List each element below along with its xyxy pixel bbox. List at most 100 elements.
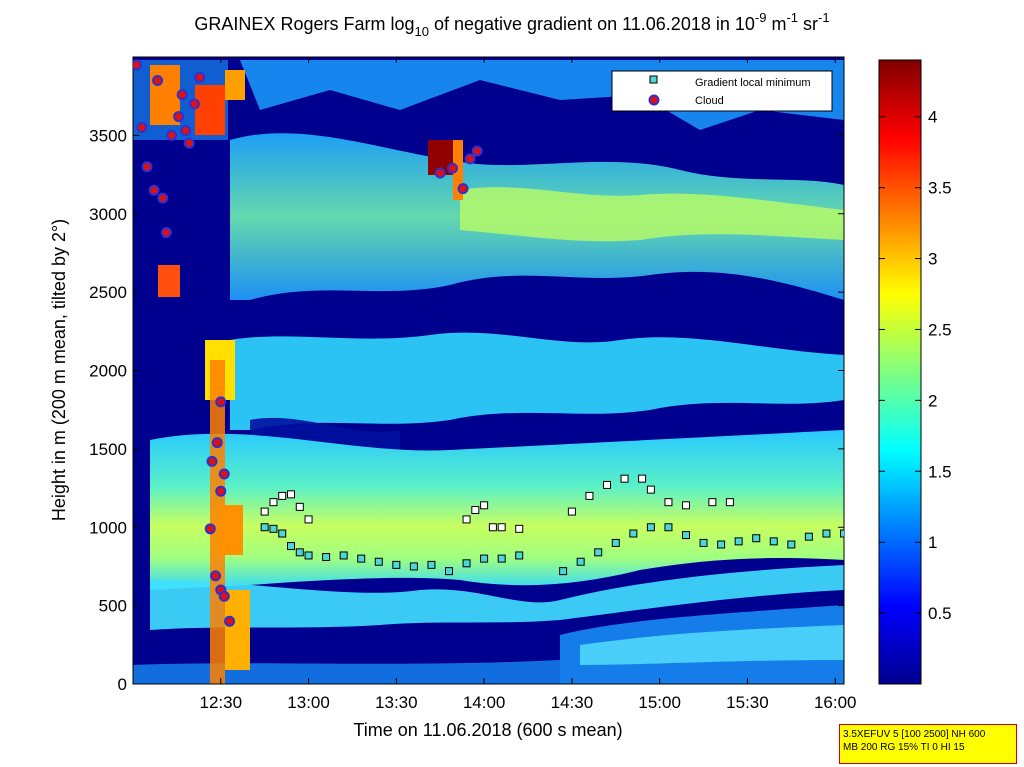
legend-box [611, 70, 833, 112]
gradient-min-lower-point [699, 538, 708, 547]
legend-circle-marker [648, 94, 660, 106]
cloud-point [183, 137, 195, 149]
info-box: 3.5XEFUV 5 [100 2500] NH 600 MB 200 RG 1… [839, 724, 1017, 764]
cloud-point [218, 468, 230, 480]
gradient-min-lower-point [462, 559, 471, 568]
cloud-point [447, 162, 459, 174]
cloud-point [210, 570, 222, 582]
gradient-min-lower-point [260, 523, 269, 532]
cloud-point [166, 129, 178, 141]
colorbar-tick-label: 0.5 [928, 604, 952, 623]
colorbar-gradient [878, 59, 922, 685]
gradient-min-lower-point [269, 524, 278, 533]
gradient-min-lower-point [392, 560, 401, 569]
heatmap-bottom-bright [580, 625, 844, 665]
cloud-point [434, 167, 446, 179]
gradient-min-upper-point [646, 485, 655, 494]
gradient-min-upper-point [567, 507, 576, 516]
y-axis-label: Height in m (200 m mean, tilted by 2°) [49, 219, 69, 521]
cloud-point [180, 125, 192, 137]
cloud-point [188, 98, 200, 110]
heatmap-hot-7 [225, 590, 250, 670]
gradient-min-lower-point [497, 554, 506, 563]
gradient-min-upper-point [278, 491, 287, 500]
heatmap-hot-6 [218, 505, 243, 555]
heatmap-mid-upper-layer [230, 332, 844, 430]
gradient-min-upper-point [480, 501, 489, 510]
gradient-min-upper-point [488, 523, 497, 532]
x-tick-label: 13:30 [375, 693, 418, 712]
gradient-min-lower-point [374, 557, 383, 566]
gradient-min-lower-point [822, 529, 831, 538]
legend-square-marker [649, 75, 658, 84]
gradient-min-lower-point [339, 551, 348, 560]
gradient-min-lower-point [427, 560, 436, 569]
gradient-min-lower-point [304, 551, 313, 560]
cloud-point [194, 71, 206, 83]
cloud-point [157, 192, 169, 204]
cloud-point [206, 455, 218, 467]
colorbar-ticks: 0.5 1 1.5 2 2.5 3 3.5 4 [879, 108, 952, 623]
colorbar-tick-label: 2 [928, 391, 937, 410]
x-tick-label: 12:30 [200, 693, 243, 712]
gradient-min-upper-point [304, 515, 313, 524]
gradient-min-lower-point [787, 540, 796, 549]
heatmap-main-band [150, 430, 844, 590]
x-tick-label: 15:00 [638, 693, 681, 712]
info-line-1: 3.5XEFUV 5 [100 2500] NH 600 [843, 729, 986, 740]
legend-label-cloud: Cloud [695, 95, 724, 107]
gradient-min-upper-point [682, 501, 690, 510]
y-ticks: 0 500 1000 1500 2000 2500 3000 3500 [89, 126, 844, 694]
gradient-min-upper-point [603, 480, 611, 489]
gradient-min-upper-point [497, 523, 506, 532]
gradient-min-lower-point [611, 538, 620, 547]
y-tick-label: 0 [118, 675, 127, 694]
legend: Gradient local minimum Cloud [611, 70, 833, 112]
cloud-point [160, 227, 172, 239]
gradient-min-lower-point [576, 557, 585, 566]
gradient-min-lower-point [629, 529, 638, 538]
gradient-min-lower-point [646, 523, 655, 532]
cloud-point [211, 437, 223, 449]
info-line-2: MB 200 RG 15% TI 0 HI 15 [843, 742, 965, 753]
gradient-min-upper-point [585, 491, 594, 500]
colorbar: 0.5 1 1.5 2 2.5 3 3.5 4 [878, 59, 952, 685]
gradient-min-upper-point [287, 490, 295, 499]
gradient-min-lower-point [664, 523, 673, 532]
x-axis-label: Time on 11.06.2018 (600 s mean) [353, 720, 622, 740]
cloud-point [176, 89, 188, 101]
gradient-min-lower-point [559, 567, 568, 576]
y-tick-label: 3000 [89, 205, 127, 224]
gradient-min-upper-point [471, 506, 480, 515]
colorbar-tick-label: 1 [928, 533, 937, 552]
chart-title: GRAINEX Rogers Farm log10 of negative gr… [194, 10, 829, 39]
y-tick-label: 1500 [89, 440, 127, 459]
cloud-point [136, 122, 148, 134]
gradient-min-upper-point [295, 502, 304, 511]
heatmap-hot-3 [225, 70, 245, 100]
y-tick-label: 3500 [89, 126, 127, 145]
gradient-min-lower-point [278, 529, 287, 538]
cloud-point [204, 523, 216, 535]
heatmap-lower-band [150, 565, 844, 630]
gradient-min-lower-point [804, 532, 813, 541]
gradient-min-lower-point [752, 534, 761, 543]
heatmap-hot-2 [195, 85, 225, 135]
gradient-min-upper-point [664, 498, 673, 507]
heatmap [133, 57, 844, 684]
cloud-point [457, 183, 469, 195]
gradient-min-upper-point [620, 474, 629, 483]
legend-label-gradient: Gradient local minimum [695, 77, 811, 89]
x-tick-label: 16:00 [814, 693, 857, 712]
gradient-min-lower-point [769, 537, 778, 546]
y-tick-label: 2000 [89, 362, 127, 381]
gradient-min-lower-point [357, 554, 366, 563]
cloud-point [218, 590, 230, 602]
gradient-min-lower-point [295, 548, 304, 557]
colorbar-tick-label: 3 [928, 250, 937, 269]
heatmap-cloud-edge [453, 140, 463, 200]
gradient-min-lower-point [717, 540, 726, 549]
cloud-point [215, 485, 227, 497]
